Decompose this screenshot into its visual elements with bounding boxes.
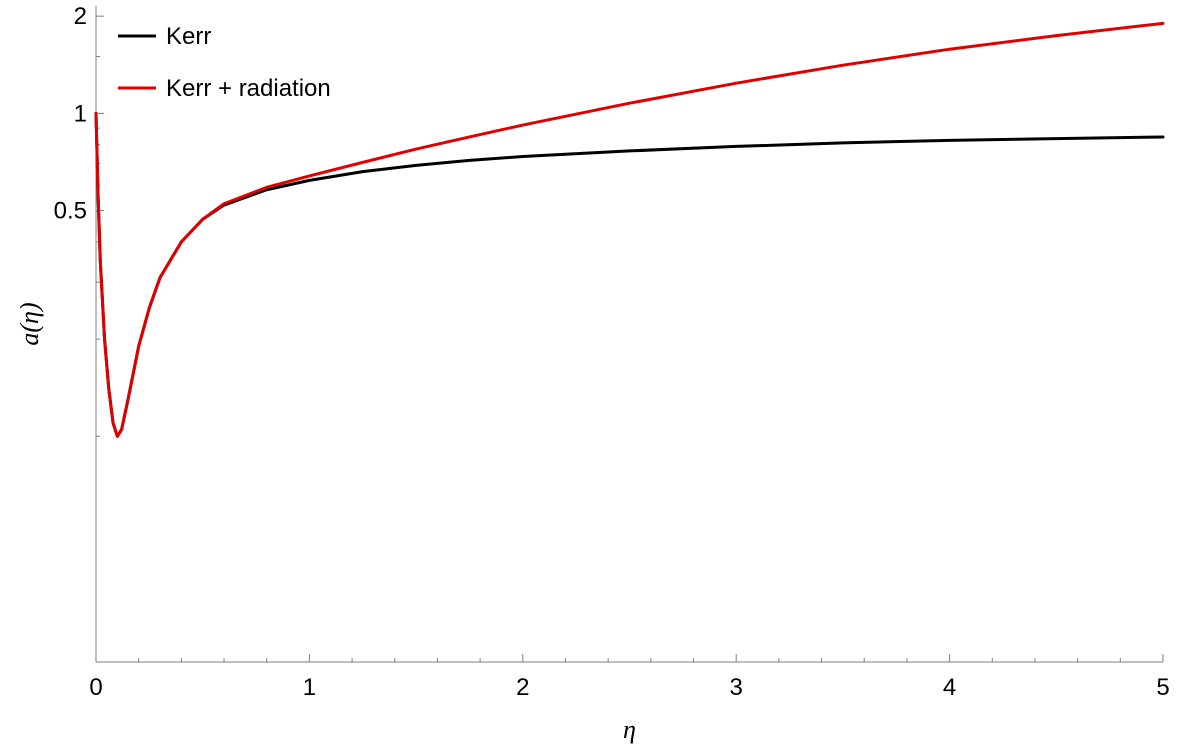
series-line-kerr-radiation	[94, 21, 1165, 438]
x-tick-label: 4	[943, 674, 956, 701]
y-tick-label: 0.5	[54, 198, 87, 225]
series-line-kerr	[94, 111, 1165, 438]
x-tick-label: 5	[1156, 674, 1169, 701]
series-lines	[94, 21, 1165, 438]
legend-entry-label: Kerr	[166, 23, 211, 50]
legend: Kerr Kerr + radiation	[118, 23, 331, 102]
ticks: 0 1 2 3 4 5 0.5 1 2	[54, 3, 1170, 701]
x-axis-label: η	[623, 715, 636, 744]
x-tick-label: 2	[516, 674, 529, 701]
x-tick-label: 0	[89, 674, 102, 701]
y-tick-label: 1	[74, 100, 87, 127]
y-tick-label: 2	[74, 3, 87, 30]
y-axis-label: a(η)	[15, 302, 44, 345]
legend-entry-label: Kerr + radiation	[166, 75, 331, 102]
x-tick-label: 1	[303, 674, 316, 701]
x-tick-label: 3	[730, 674, 743, 701]
